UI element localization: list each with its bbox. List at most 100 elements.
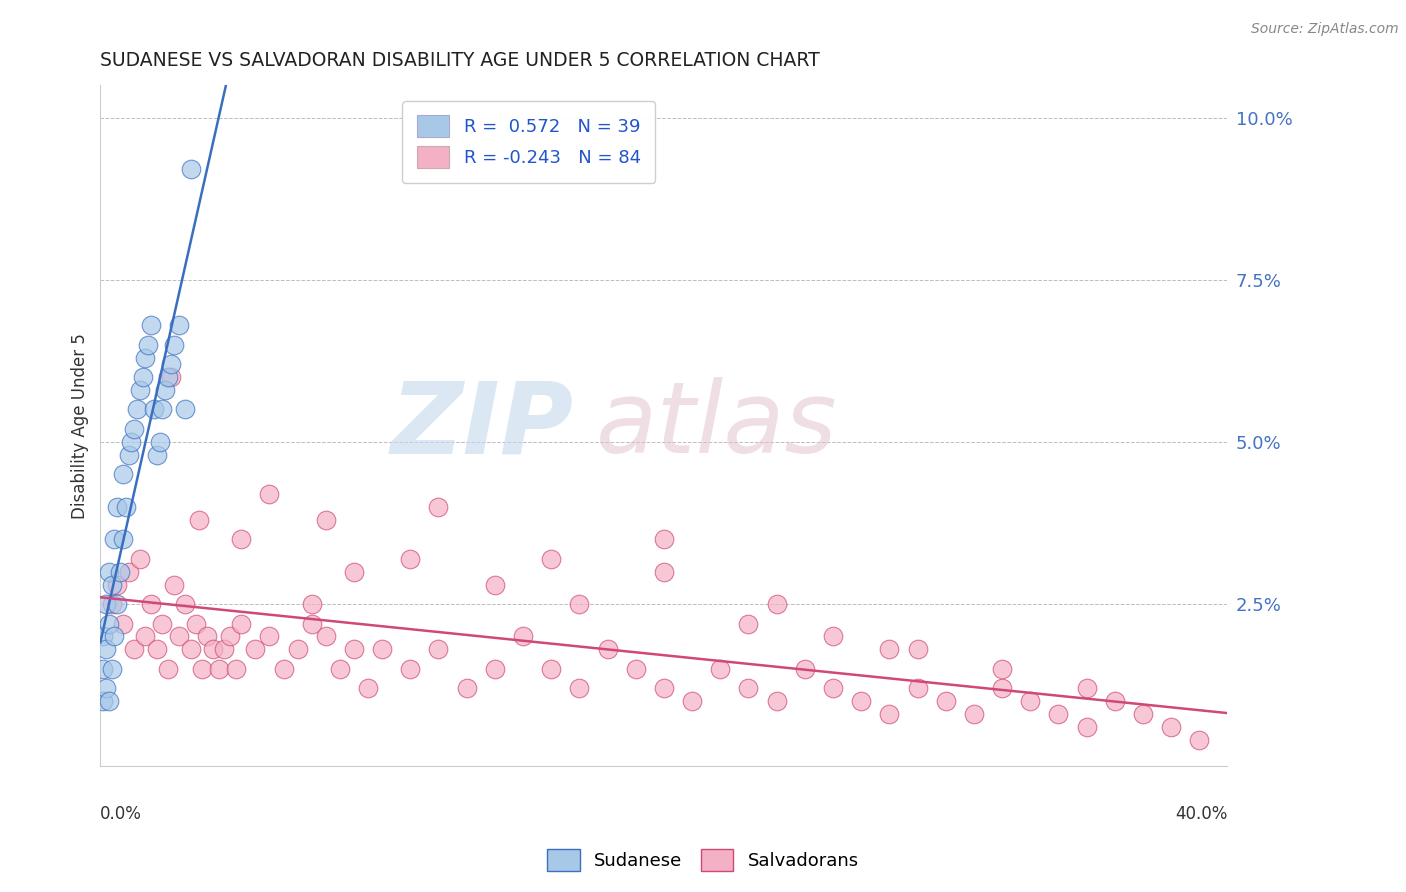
Point [91, 630, 114, 644]
Point [652, 532, 675, 546]
Point [709, 662, 731, 676]
Text: Source: ZipAtlas.com: Source: ZipAtlas.com [1251, 22, 1399, 37]
Point [125, 402, 148, 417]
Point [117, 565, 139, 579]
Point [315, 630, 337, 644]
Point [94, 597, 117, 611]
Point [991, 681, 1014, 696]
Point [167, 630, 190, 644]
Point [136, 337, 159, 351]
Point [105, 597, 128, 611]
Point [91, 694, 114, 708]
Point [111, 532, 134, 546]
Point [97, 694, 120, 708]
Point [191, 662, 214, 676]
Point [159, 370, 181, 384]
Point [111, 616, 134, 631]
Point [329, 662, 352, 676]
Point [197, 630, 219, 644]
Point [214, 642, 236, 657]
Point [963, 707, 986, 722]
Point [97, 565, 120, 579]
Point [907, 642, 929, 657]
Point [186, 616, 208, 631]
Point [624, 662, 647, 676]
Point [301, 616, 323, 631]
Point [150, 402, 173, 417]
Point [219, 630, 242, 644]
Point [156, 370, 179, 384]
Point [879, 642, 901, 657]
Point [399, 662, 422, 676]
Point [1076, 681, 1098, 696]
Point [991, 662, 1014, 676]
Point [652, 565, 675, 579]
Point [134, 630, 156, 644]
Point [568, 681, 591, 696]
Point [120, 434, 142, 449]
Point [150, 616, 173, 631]
Point [315, 513, 337, 527]
Point [456, 681, 478, 696]
Point [162, 577, 184, 591]
Point [793, 662, 815, 676]
Point [343, 565, 366, 579]
Point [343, 642, 366, 657]
Text: atlas: atlas [596, 377, 838, 475]
Point [139, 597, 162, 611]
Point [737, 616, 759, 631]
Point [540, 551, 562, 566]
Point [1132, 707, 1154, 722]
Point [596, 642, 619, 657]
Point [100, 662, 122, 676]
Point [765, 597, 787, 611]
Point [111, 467, 134, 482]
Point [399, 551, 422, 566]
Point [105, 500, 128, 514]
Point [103, 630, 125, 644]
Text: 0.0%: 0.0% [100, 805, 142, 823]
Point [821, 681, 844, 696]
Point [173, 597, 195, 611]
Legend: Sudanese, Salvadorans: Sudanese, Salvadorans [540, 842, 866, 879]
Point [652, 681, 675, 696]
Point [139, 318, 162, 332]
Point [153, 383, 176, 397]
Point [907, 681, 929, 696]
Point [94, 642, 117, 657]
Point [357, 681, 380, 696]
Point [156, 662, 179, 676]
Point [301, 597, 323, 611]
Point [231, 532, 253, 546]
Point [162, 337, 184, 351]
Point [879, 707, 901, 722]
Point [180, 642, 202, 657]
Point [142, 402, 165, 417]
Point [128, 383, 150, 397]
Point [484, 577, 506, 591]
Point [1104, 694, 1126, 708]
Point [105, 577, 128, 591]
Point [103, 532, 125, 546]
Point [122, 642, 145, 657]
Point [114, 500, 136, 514]
Point [1019, 694, 1042, 708]
Point [484, 662, 506, 676]
Point [128, 551, 150, 566]
Point [1047, 707, 1070, 722]
Point [202, 642, 225, 657]
Point [134, 351, 156, 365]
Point [512, 630, 534, 644]
Text: SUDANESE VS SALVADORAN DISABILITY AGE UNDER 5 CORRELATION CHART: SUDANESE VS SALVADORAN DISABILITY AGE UN… [100, 51, 820, 70]
Point [821, 630, 844, 644]
Point [849, 694, 872, 708]
Text: 40.0%: 40.0% [1175, 805, 1227, 823]
Point [145, 448, 167, 462]
Point [273, 662, 295, 676]
Point [737, 681, 759, 696]
Point [681, 694, 703, 708]
Point [765, 694, 787, 708]
Point [180, 162, 202, 177]
Point [94, 681, 117, 696]
Point [148, 434, 170, 449]
